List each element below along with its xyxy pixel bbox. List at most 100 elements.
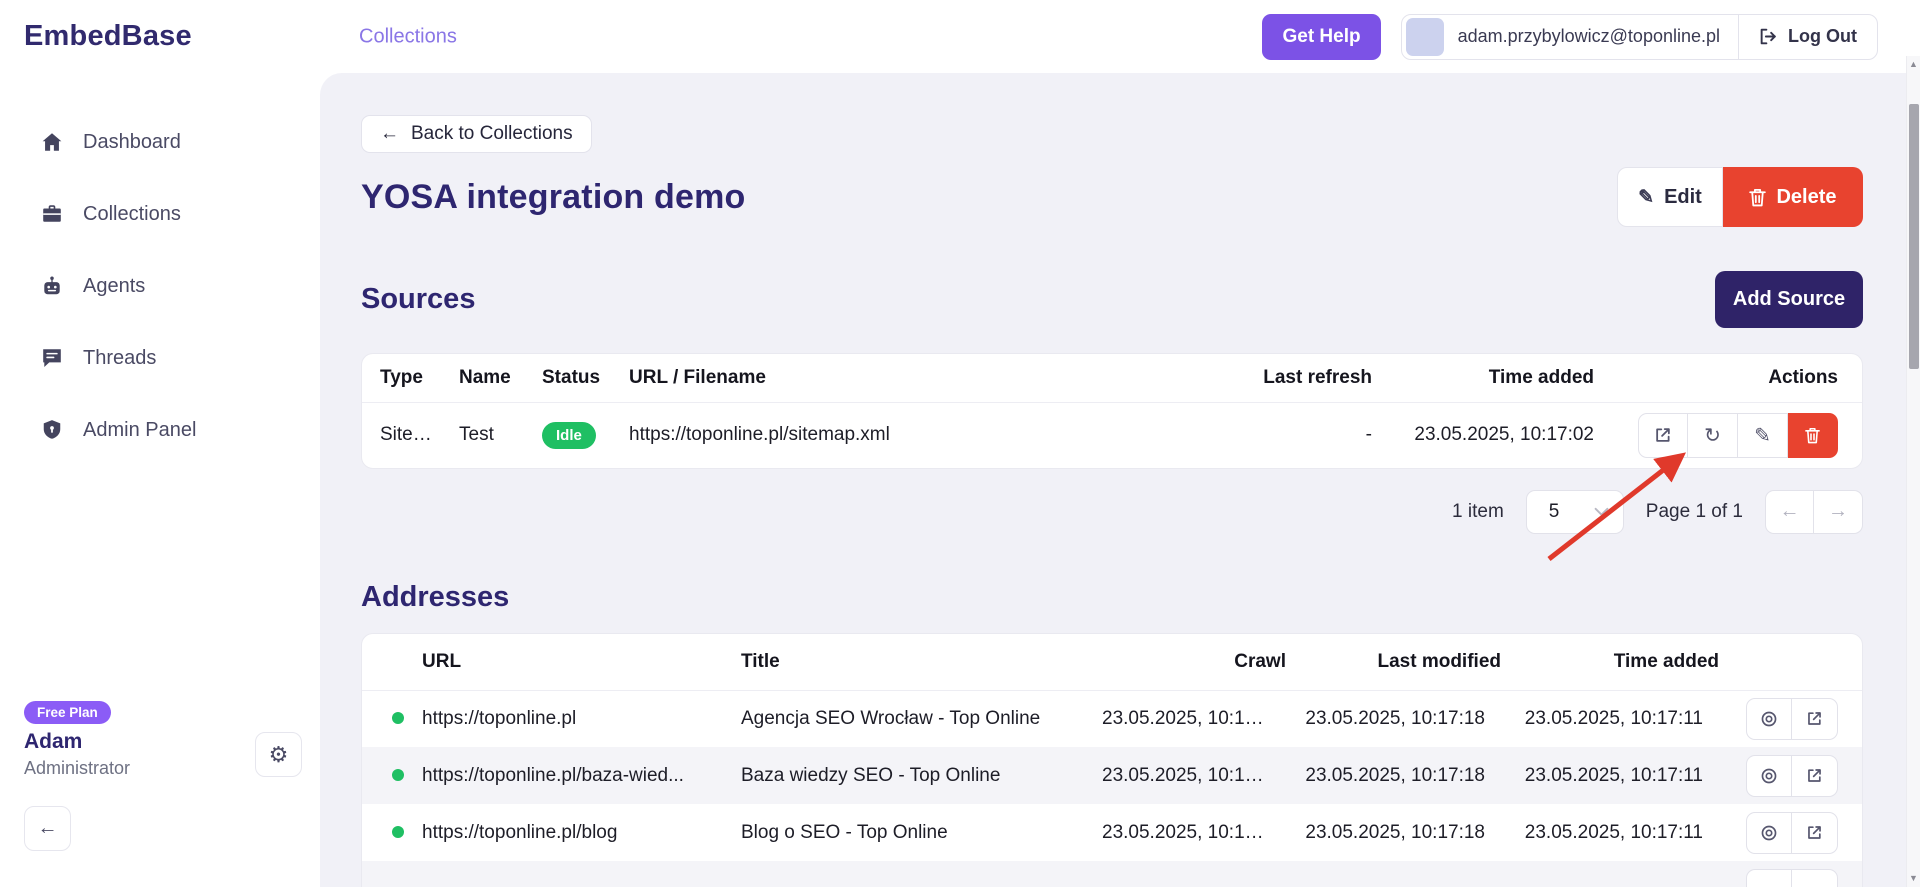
view-address-button[interactable]	[1746, 697, 1792, 740]
col-type: Type	[380, 367, 423, 388]
edit-source-button[interactable]: ✎	[1738, 412, 1788, 458]
pencil-icon: ✎	[1638, 186, 1655, 208]
logout-button[interactable]: Log Out	[1738, 14, 1877, 59]
avatar	[1405, 17, 1444, 56]
source-row: Sitemap Test Idle https://toponline.pl/s…	[362, 403, 1862, 468]
source-url: https://toponline.pl/sitemap.xml	[629, 424, 890, 446]
col-status: Status	[542, 367, 601, 388]
collapse-sidebar-button[interactable]: ←	[24, 806, 71, 851]
col-time-added: Time added	[1488, 367, 1594, 388]
topbar-actions: Get Help adam.przybylowicz@toponline.pl …	[1262, 13, 1878, 60]
address-url: https://toponline.pl/blog	[422, 821, 618, 843]
addresses-table: URL Title Crawl Last modified Time added…	[361, 632, 1863, 887]
address-row-actions	[1746, 754, 1838, 797]
open-source-button[interactable]	[1638, 412, 1688, 458]
status-badge: Idle	[542, 421, 596, 449]
view-address-button[interactable]	[1746, 754, 1792, 797]
sources-header-row: Type Name Status URL / Filename Last ref…	[362, 354, 1862, 403]
chevron-down-icon	[1594, 507, 1609, 517]
source-time-added: 23.05.2025, 10:17:02	[1414, 424, 1594, 446]
arrow-left-icon: ←	[1779, 500, 1800, 522]
logout-icon	[1759, 27, 1778, 46]
get-help-button[interactable]: Get Help	[1262, 13, 1381, 60]
col-url: URL	[422, 650, 462, 672]
status-dot	[392, 825, 404, 838]
status-dot	[392, 768, 404, 781]
breadcrumb[interactable]: Collections	[359, 25, 457, 47]
source-type: Sitemap	[380, 424, 450, 446]
user-group: adam.przybylowicz@toponline.pl Log Out	[1400, 13, 1878, 60]
edit-button[interactable]: ✎ Edit	[1617, 167, 1723, 227]
trash-icon	[1805, 427, 1820, 444]
address-url: https://toponline.pl	[422, 707, 577, 729]
items-count: 1 item	[1452, 500, 1504, 522]
sidebar-item-agents[interactable]: Agents	[0, 264, 320, 308]
address-time-added: 23.05.2025, 10:17:11	[1524, 821, 1703, 843]
delete-source-button[interactable]	[1788, 412, 1838, 458]
next-page-button[interactable]: →	[1814, 489, 1863, 534]
pencil-icon: ✎	[1754, 424, 1771, 447]
back-to-collections-button[interactable]: ← Back to Collections	[361, 115, 592, 153]
vertical-scrollbar[interactable]: ▲ ▼	[1906, 56, 1920, 887]
pager: ← →	[1765, 489, 1863, 534]
eye-icon	[1760, 710, 1778, 728]
col-last-modified: Last modified	[1377, 650, 1501, 672]
trash-icon	[1749, 188, 1767, 207]
address-title: Blog o SEO - Top Online	[741, 821, 948, 843]
address-row-actions	[1746, 868, 1838, 887]
address-time-added: 23.05.2025, 10:17:11	[1524, 764, 1703, 786]
open-address-button[interactable]	[1792, 697, 1838, 740]
sidebar-item-admin-panel[interactable]: Admin Panel	[0, 408, 320, 452]
sidebar-footer: Free Plan Adam Administrator ⚙ ←	[24, 701, 302, 851]
eye-icon	[1760, 767, 1778, 785]
plan-badge: Free Plan	[24, 701, 111, 724]
sidebar-item-threads[interactable]: Threads	[0, 336, 320, 380]
sidebar: Dashboard Collections Agents Threads	[0, 73, 320, 887]
refresh-icon: ↻	[1704, 424, 1721, 447]
scrollbar-thumb[interactable]	[1909, 104, 1919, 369]
chat-icon	[41, 347, 63, 369]
sources-pagination: 1 item 5 Page 1 of 1 ← →	[361, 489, 1863, 534]
addresses-heading: Addresses	[361, 580, 510, 613]
address-row-actions	[1746, 811, 1838, 854]
arrow-left-icon: ←	[380, 123, 399, 144]
source-row-actions: ↻ ✎	[1638, 412, 1838, 458]
address-last-modified: 23.05.2025, 10:17:18	[1305, 707, 1485, 729]
address-row: https://toponline.pl/blog Blog o SEO - T…	[362, 804, 1862, 861]
open-address-button[interactable]	[1792, 868, 1838, 887]
sidebar-item-dashboard[interactable]: Dashboard	[0, 120, 320, 164]
open-address-button[interactable]	[1792, 754, 1838, 797]
col-last-refresh: Last refresh	[1263, 367, 1372, 388]
scroll-down-icon[interactable]: ▼	[1909, 873, 1918, 883]
settings-button[interactable]: ⚙	[255, 732, 302, 777]
app-logo[interactable]: EmbedBase	[24, 20, 192, 52]
delete-button[interactable]: Delete	[1723, 167, 1863, 227]
address-last-modified: 23.05.2025, 10:17:18	[1305, 764, 1485, 786]
top-bar: EmbedBase Collections Get Help adam.przy…	[0, 0, 1920, 73]
page-title: YOSA integration demo	[361, 177, 746, 216]
col-title: Title	[741, 650, 780, 672]
address-title: Agencja SEO Wrocław - Top Online	[741, 707, 1041, 729]
sidebar-item-collections[interactable]: Collections	[0, 192, 320, 236]
page-size-select[interactable]: 5	[1525, 489, 1624, 534]
sources-heading: Sources	[361, 283, 476, 315]
add-source-button[interactable]: Add Source	[1715, 271, 1863, 328]
sources-table: Type Name Status URL / Filename Last ref…	[361, 353, 1863, 469]
user-menu[interactable]: adam.przybylowicz@toponline.pl	[1402, 15, 1738, 59]
open-address-button[interactable]	[1792, 811, 1838, 854]
page-indicator: Page 1 of 1	[1645, 500, 1743, 522]
address-row-actions	[1746, 697, 1838, 740]
col-url-filename: URL / Filename	[629, 367, 766, 388]
scroll-up-icon[interactable]: ▲	[1909, 59, 1918, 69]
address-crawl: 23.05.2025, 10:17:18	[1102, 707, 1282, 729]
shield-icon	[41, 419, 63, 441]
sidebar-user-name: Adam	[24, 730, 83, 753]
collection-actions: ✎ Edit Delete	[1617, 167, 1863, 227]
view-address-button[interactable]	[1746, 811, 1792, 854]
source-last-refresh: -	[1365, 424, 1372, 446]
user-email: adam.przybylowicz@toponline.pl	[1457, 26, 1721, 46]
gear-icon: ⚙	[268, 741, 289, 767]
prev-page-button[interactable]: ←	[1765, 489, 1814, 534]
refresh-source-button[interactable]: ↻	[1688, 412, 1738, 458]
view-address-button[interactable]	[1746, 868, 1792, 887]
